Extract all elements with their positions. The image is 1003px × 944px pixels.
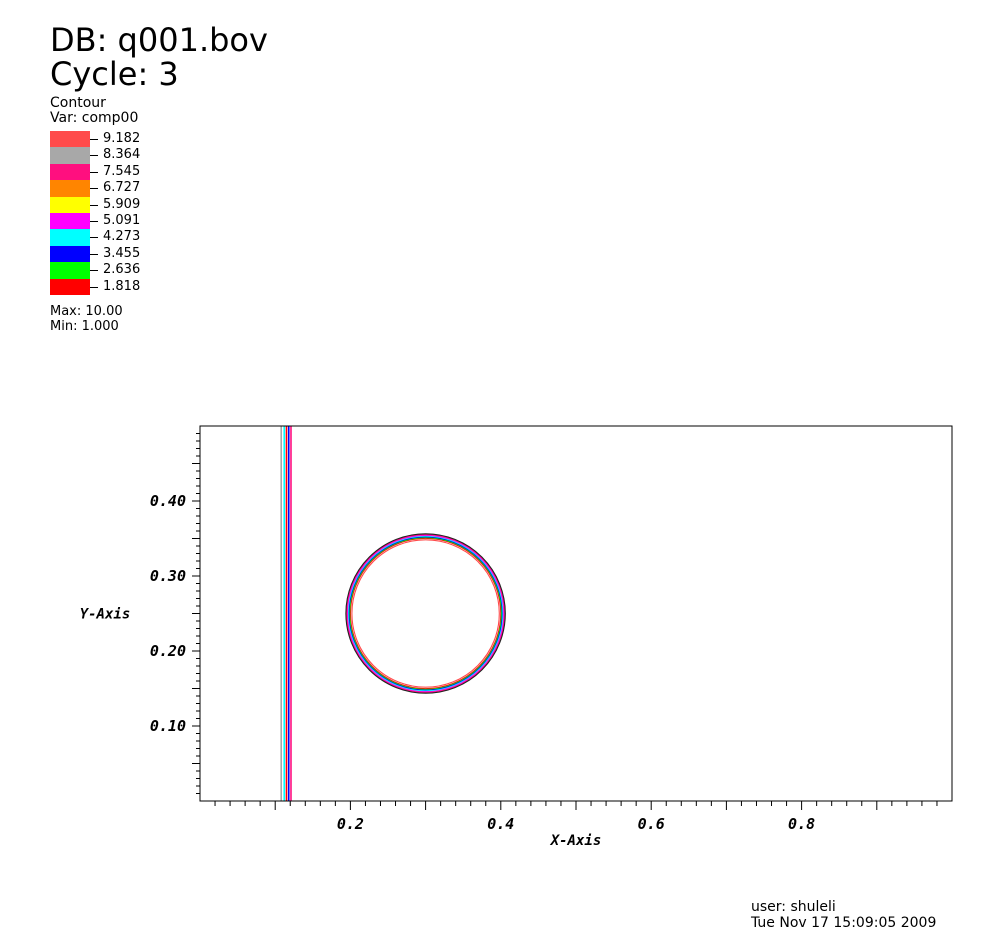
- circle-contours: [345, 533, 506, 694]
- database-title: DB: q001.bov: [50, 21, 268, 59]
- legend-tick: [90, 253, 98, 255]
- y-tick-label: 0.40: [150, 492, 186, 510]
- y-tick-label: 0.10: [150, 717, 186, 735]
- vertical-front-lines: [280, 426, 292, 801]
- x-tick-label: 0.6: [638, 815, 665, 833]
- legend-tick: [90, 155, 98, 157]
- legend-tick: [90, 286, 98, 288]
- legend-title: Contour: [50, 95, 106, 111]
- legend-swatch: [50, 262, 90, 279]
- legend-swatch: [50, 180, 90, 197]
- legend-tick: [90, 188, 98, 190]
- legend-swatch: [50, 131, 90, 148]
- cycle-title: Cycle: 3: [50, 55, 179, 93]
- circle-contour: [349, 536, 503, 691]
- legend-swatch: [50, 278, 90, 295]
- legend-tick: [90, 220, 98, 222]
- legend-label: 8.364: [103, 147, 141, 163]
- user-label: user: shuleli: [751, 899, 836, 915]
- legend-label: 3.455: [103, 245, 141, 261]
- circle-contour: [348, 536, 503, 691]
- legend-swatch: [50, 196, 90, 213]
- circle-contour: [351, 539, 500, 688]
- legend-label: 5.091: [103, 212, 141, 228]
- circle-contour: [349, 537, 502, 690]
- legend-tick: [90, 139, 98, 140]
- legend-label: 7.545: [103, 163, 141, 179]
- legend-label: 6.727: [103, 180, 141, 196]
- x-axis-tick-labels: 0.2 0.4 0.6 0.8: [337, 815, 815, 833]
- legend-label: 5.909: [103, 196, 141, 212]
- legend-label: 9.182: [103, 131, 141, 146]
- x-axis-ticks: [214, 801, 938, 810]
- y-axis-ticks: [192, 433, 200, 794]
- plot-frame: [199, 425, 953, 802]
- legend-swatch: [50, 229, 90, 246]
- legend-swatch: [50, 212, 90, 230]
- x-tick-label: 0.2: [337, 815, 364, 833]
- timestamp-label: Tue Nov 17 15:09:05 2009: [751, 915, 937, 931]
- legend-label: 2.636: [103, 262, 141, 278]
- circle-contour: [347, 535, 504, 692]
- legend-variable: Var: comp00: [50, 110, 139, 126]
- x-axis-title: X-Axis: [550, 833, 602, 849]
- y-tick-label: 0.30: [150, 567, 186, 585]
- circle-contour: [346, 534, 505, 693]
- y-tick-label: 0.20: [150, 642, 186, 660]
- legend-tick: [90, 237, 98, 239]
- legend-swatch: [50, 163, 90, 181]
- max-value: Max: 10.00: [50, 304, 123, 319]
- legend-swatch: [50, 147, 90, 164]
- circle-contour: [345, 533, 506, 694]
- y-axis-tick-labels: 0.10 0.20 0.30 0.40: [150, 492, 186, 735]
- x-tick-label: 0.4: [487, 815, 514, 833]
- legend-tick: [90, 270, 98, 272]
- legend-label: 4.273: [103, 229, 141, 245]
- legend-tick: [90, 171, 98, 173]
- y-axis-title: Y-Axis: [80, 607, 131, 623]
- min-value: Min: 1.000: [50, 319, 119, 334]
- legend-label: 1.818: [103, 278, 141, 294]
- legend-swatch: [50, 245, 90, 263]
- legend-tick: [90, 204, 98, 206]
- x-tick-label: 0.8: [788, 815, 815, 833]
- circle-contour: [346, 533, 506, 694]
